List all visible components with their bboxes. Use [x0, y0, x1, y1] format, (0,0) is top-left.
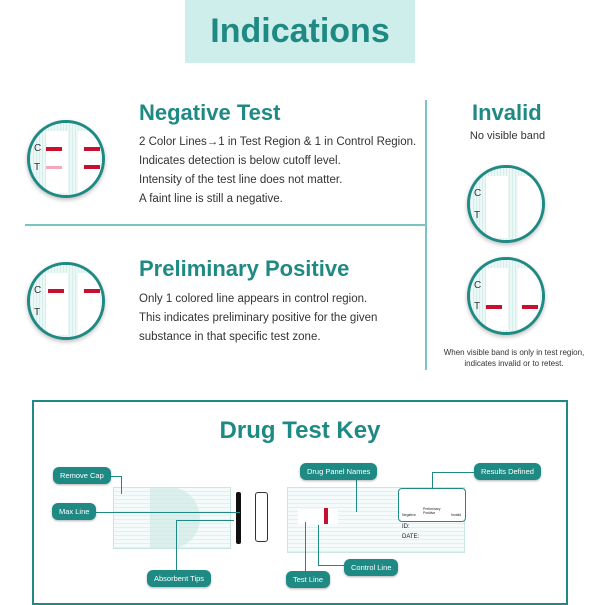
invalid-subtitle: No visible band: [469, 130, 546, 142]
absorbent-tip-label: [255, 492, 268, 542]
key-title: Drug Test Key: [219, 417, 381, 444]
leader-line: [305, 522, 306, 572]
negative-strip-illustration: C T: [27, 120, 105, 198]
text-line: indicates invalid or to retest.: [464, 359, 564, 368]
test-line-mark: [84, 165, 100, 169]
leader-line: [176, 520, 177, 572]
card-id-field: ID:: [402, 524, 410, 530]
test-label: T: [34, 162, 41, 173]
label-test-line: Test Line: [286, 571, 331, 588]
positive-description: Only 1 colored line appears in control r…: [139, 290, 377, 347]
label-results-defined: Results Defined: [474, 463, 541, 480]
positive-strip-illustration: C T: [27, 262, 105, 340]
card-date-field: DATE:: [402, 534, 420, 540]
card-invalid: Invalid: [451, 513, 462, 517]
label-control-line: Control Line: [344, 559, 399, 576]
text-line: A faint line is still a negative.: [139, 193, 283, 205]
text-line: Indicates detection is below cutoff leve…: [139, 155, 341, 167]
control-line-mark: [324, 508, 328, 524]
leader-line: [92, 512, 240, 513]
negative-description: 2 Color Lines→1 in Test Region & 1 in Co…: [139, 133, 416, 209]
text-line: 2 Color Lines→1 in Test Region & 1 in Co…: [139, 136, 417, 148]
leader-line: [318, 565, 346, 566]
invalid-title: Invalid: [472, 100, 542, 125]
text-line: Intensity of the test line does not matt…: [139, 174, 343, 186]
control-line-mark: [84, 289, 100, 293]
test-label: T: [474, 210, 481, 221]
control-line-mark: [84, 147, 100, 151]
text-line: substance in that specific test zone.: [139, 331, 321, 343]
control-label: C: [474, 188, 482, 199]
leader-line: [432, 472, 433, 488]
test-line-mark: [522, 305, 538, 309]
text-line: This indicates preliminary positive for …: [139, 312, 378, 324]
leader-line: [318, 525, 319, 565]
leader-line: [121, 476, 122, 494]
leader-line: [176, 520, 234, 521]
card-negative: Negative: [402, 513, 416, 517]
positive-title: Preliminary Positive: [139, 256, 350, 281]
text-line: When visible band is only in test region…: [443, 348, 585, 357]
label-remove-cap: Remove Cap: [53, 467, 111, 484]
leader-line: [356, 478, 357, 512]
label-absorbent-tips: Absorbent Tips: [147, 570, 212, 587]
max-line-bar: [236, 492, 241, 544]
control-line-mark: [46, 147, 62, 151]
negative-title: Negative Test: [139, 100, 281, 125]
divider-horizontal: [25, 224, 425, 226]
control-label: C: [34, 143, 42, 154]
label-drug-panel-names: Drug Panel Names: [300, 463, 378, 480]
cap-shape: [150, 487, 200, 549]
faint-test-line-mark: [46, 166, 62, 169]
control-line-mark: [48, 289, 64, 293]
leader-line: [100, 476, 122, 477]
result-window: [298, 509, 338, 524]
invalid-test-only-illustration: C T: [467, 257, 545, 335]
text-line: Only 1 colored line appears in control r…: [139, 293, 368, 305]
results-card: Negative Preliminary Positive Invalid: [398, 488, 466, 522]
control-label: C: [34, 285, 42, 296]
test-line-mark: [486, 305, 502, 309]
test-label: T: [34, 307, 41, 318]
leader-line: [432, 472, 487, 473]
divider-vertical: [425, 100, 427, 370]
invalid-note: When visible band is only in test region…: [428, 347, 600, 369]
test-label: T: [474, 301, 481, 312]
invalid-no-band-illustration: C T: [467, 165, 545, 243]
label-max-line: Max Line: [52, 503, 97, 520]
card-positive: Preliminary Positive: [423, 507, 441, 515]
control-label: C: [474, 280, 482, 291]
page-title: Indications: [185, 0, 415, 63]
